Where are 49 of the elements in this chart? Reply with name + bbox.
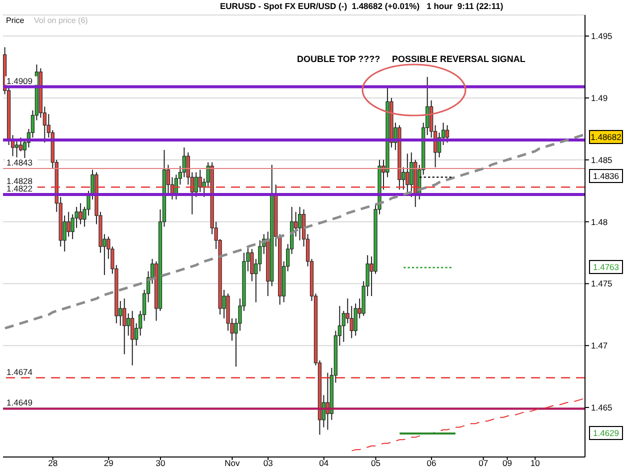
y-tick-label: 1.47 — [591, 340, 608, 351]
ref-line-label: 1.4674 — [6, 366, 33, 377]
line-series — [351, 398, 584, 452]
y-tick-label: 1.495 — [591, 31, 613, 42]
ref-line-label: 1.4649 — [6, 398, 33, 408]
y-tick-label: 1.475 — [591, 278, 613, 289]
candlestick — [122, 298, 126, 355]
candlestick — [298, 206, 302, 241]
x-tick-label: 04 — [319, 458, 329, 468]
candlestick — [130, 310, 134, 366]
candlestick — [78, 202, 82, 225]
y-tick-label: 1.49 — [591, 92, 608, 103]
x-tick-label: 29 — [104, 458, 114, 468]
annotation: POSSIBLE REVERSAL SIGNAL — [392, 54, 526, 65]
ref-line-label: 1.4822 — [6, 184, 33, 194]
ref-line-label: 1.4828 — [6, 176, 33, 186]
candlestick — [194, 172, 198, 198]
text: 1.4763 — [589, 260, 623, 274]
chart-title: EURUSD - Spot FX EUR/USD (-) 1.48682 (+0.01%) 1 hour 9:11 (22:11) — [220, 1, 504, 12]
y-tick-label: 1.485 — [591, 154, 613, 165]
candlestick — [198, 169, 202, 193]
x-tick-label: 09 — [502, 458, 512, 468]
x-tick-label: 10 — [530, 458, 540, 468]
ref-line-label: 1.4843 — [6, 158, 33, 168]
x-tick-label: 05 — [370, 458, 381, 468]
annotation: DOUBLE TOP ???? — [297, 54, 380, 65]
x-tick-label: 06 — [426, 458, 437, 468]
x-tick-label: 07 — [478, 458, 488, 468]
x-tick-label: Nov — [224, 458, 241, 468]
x-tick-label: 28 — [48, 458, 58, 468]
candlestick — [350, 305, 354, 339]
x-tick-label: 30 — [156, 458, 166, 468]
candlestick — [354, 302, 358, 336]
y-tick-label: 1.48 — [591, 216, 608, 227]
candlestick — [14, 140, 19, 158]
candlestick — [445, 124, 450, 144]
annotation: Vol on price (6) — [34, 16, 88, 26]
x-tick-label: 03 — [263, 458, 274, 468]
candlestick — [182, 146, 186, 178]
annotation: Price — [6, 16, 24, 26]
candlestick — [406, 153, 410, 193]
candlestick — [66, 211, 70, 238]
text: 1.4629 — [589, 426, 623, 440]
ref-line-label: 1.4909 — [6, 76, 33, 86]
y-tick-label: 1.465 — [591, 402, 613, 412]
text: 1.48682 — [589, 130, 623, 144]
text: 1.4836 — [589, 169, 623, 183]
candlestick — [410, 152, 414, 198]
line-series — [4, 134, 584, 330]
